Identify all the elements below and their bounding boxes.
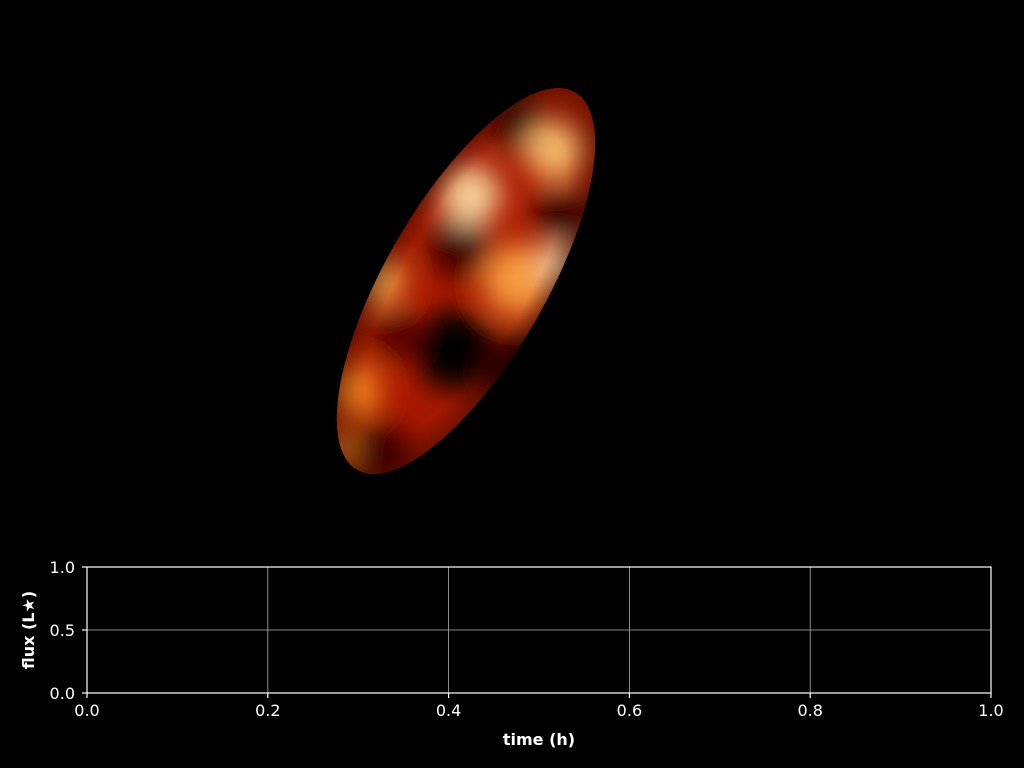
x-tick-label: 0.0 xyxy=(74,701,99,720)
x-tick-label: 0.6 xyxy=(617,701,642,720)
stellar-surface-map xyxy=(287,52,645,510)
y-axis-ticks: 0.0 0.5 1.0 xyxy=(50,558,87,703)
y-tick-label: 0.0 xyxy=(50,684,75,703)
grid-lines xyxy=(86,566,992,694)
x-axis-ticks: 0.0 0.2 0.4 0.6 0.8 1.0 xyxy=(74,693,1004,720)
x-axis-label: time (h) xyxy=(503,730,575,749)
y-axis-label: flux (L★) xyxy=(19,591,38,669)
x-tick-label: 0.8 xyxy=(797,701,822,720)
y-tick-label: 1.0 xyxy=(50,558,75,577)
x-tick-label: 0.2 xyxy=(255,701,280,720)
y-tick-label: 0.5 xyxy=(50,621,75,640)
x-tick-label: 0.4 xyxy=(436,701,461,720)
light-curve-axes: 0.0 0.2 0.4 0.6 0.8 1.0 0.0 0.5 1.0 time (h) fl… xyxy=(19,558,1004,749)
x-tick-label: 1.0 xyxy=(978,701,1003,720)
